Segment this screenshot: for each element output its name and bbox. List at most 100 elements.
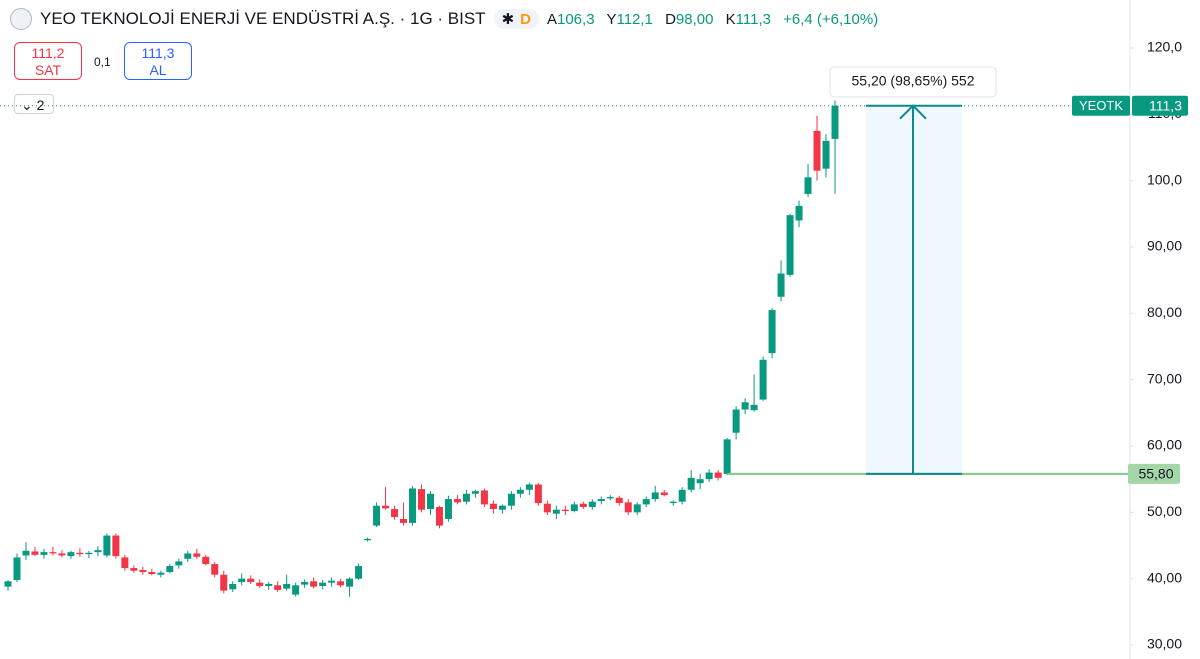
candle-body bbox=[355, 566, 363, 579]
candle-body bbox=[103, 535, 111, 556]
ohlc: A106,3 Y112,1 D98,00 K111,3 +6,4 (+6,10%… bbox=[547, 11, 886, 28]
candle-body bbox=[723, 439, 731, 474]
candle-body bbox=[669, 501, 677, 504]
candle-body bbox=[795, 205, 803, 221]
candle-body bbox=[516, 489, 524, 494]
candle-body bbox=[444, 499, 452, 519]
symbol-label: YEOTK bbox=[1079, 98, 1123, 113]
candle-body bbox=[238, 578, 246, 582]
level-tag bbox=[1128, 463, 1180, 484]
change: +6,4 (+6,10%) bbox=[783, 10, 879, 28]
candle-body bbox=[831, 105, 839, 139]
symbol-title[interactable]: YEO TEKNOLOJİ ENERJİ VE ENDÜSTRİ A.Ş. · … bbox=[40, 9, 486, 28]
measure-label: 55,20 (98,65%) 552 bbox=[852, 73, 975, 89]
value: 112,1 bbox=[616, 10, 653, 28]
header: YEO TEKNOLOJİ ENERJİ VE ENDÜSTRİ A.Ş. · … bbox=[10, 8, 886, 30]
candle-body bbox=[49, 552, 57, 554]
candle-body bbox=[202, 556, 210, 565]
candle-body bbox=[166, 566, 174, 573]
candle-body bbox=[265, 583, 273, 586]
candle-body bbox=[732, 409, 740, 433]
candle-body bbox=[85, 552, 93, 555]
candle-body bbox=[633, 504, 641, 513]
buy-button[interactable]: 111,3 AL bbox=[124, 42, 192, 80]
label: AL bbox=[149, 62, 167, 78]
price: 111,2 bbox=[31, 45, 65, 61]
candle-body bbox=[58, 553, 66, 556]
y-tick-label: 100,0 bbox=[1147, 171, 1182, 187]
candle-body bbox=[310, 581, 318, 587]
collapse-toggle[interactable]: ⌄ 2 bbox=[14, 94, 54, 114]
candle-body bbox=[489, 503, 497, 510]
candle-body bbox=[525, 484, 533, 490]
candle-body bbox=[256, 582, 264, 586]
candle-body bbox=[337, 581, 345, 586]
price-tag bbox=[1132, 95, 1188, 116]
candle-body bbox=[346, 578, 354, 587]
price-label: 111,3 bbox=[1149, 97, 1182, 113]
candle-body bbox=[651, 492, 659, 500]
candle-body bbox=[777, 273, 785, 297]
candle-body bbox=[642, 499, 650, 505]
candle-body bbox=[4, 581, 12, 587]
sell-button[interactable]: 111,2 SAT bbox=[14, 42, 82, 80]
count: 2 bbox=[36, 97, 45, 113]
candle-body bbox=[786, 215, 794, 275]
candle-body bbox=[121, 557, 129, 569]
y-tick-label: 80,00 bbox=[1147, 304, 1182, 320]
label: D bbox=[665, 10, 676, 28]
candle-body bbox=[31, 551, 39, 555]
candle-body bbox=[364, 538, 372, 541]
y-tick-label: 60,00 bbox=[1147, 437, 1182, 453]
value: 111,3 bbox=[735, 10, 771, 28]
candle-body bbox=[184, 553, 192, 559]
y-tick-label: 30,00 bbox=[1147, 636, 1182, 652]
candle-body bbox=[552, 509, 560, 514]
candle-body bbox=[462, 493, 470, 502]
candle-body bbox=[139, 570, 147, 573]
value: 98,00 bbox=[675, 10, 714, 28]
candle-body bbox=[570, 504, 578, 512]
candle-body bbox=[705, 472, 713, 480]
y-tick-label: 50,00 bbox=[1147, 503, 1182, 519]
label: A bbox=[546, 10, 557, 28]
y-tick-label: 120,0 bbox=[1147, 39, 1182, 55]
candle-body bbox=[157, 572, 165, 575]
candle-body bbox=[813, 130, 821, 171]
candle-body bbox=[283, 583, 291, 589]
value: 106,3 bbox=[557, 10, 595, 28]
candle-body bbox=[148, 572, 156, 575]
y-tick-label: 70,00 bbox=[1147, 370, 1182, 386]
candle-body bbox=[471, 491, 479, 494]
candle-body bbox=[301, 581, 309, 585]
label: K bbox=[725, 10, 736, 28]
candle-body bbox=[498, 505, 506, 510]
badge[interactable]: ✱ D bbox=[493, 9, 539, 29]
candle-body bbox=[741, 402, 749, 410]
candle-body bbox=[382, 505, 390, 509]
candle-body bbox=[292, 585, 300, 595]
candle-body bbox=[561, 509, 569, 512]
candle-body bbox=[418, 489, 425, 510]
candle-body bbox=[409, 488, 417, 523]
candle-body bbox=[22, 550, 30, 556]
candle-body bbox=[507, 493, 515, 506]
candle-body bbox=[678, 489, 686, 502]
candle-body bbox=[804, 177, 812, 194]
candle-body bbox=[687, 477, 695, 490]
candle-body bbox=[660, 492, 668, 496]
candle-body bbox=[247, 578, 255, 582]
candle-body bbox=[40, 552, 48, 555]
candle-body bbox=[112, 535, 120, 557]
candle-body bbox=[373, 505, 381, 526]
y-tick-label: 40,00 bbox=[1147, 569, 1182, 585]
candle-body bbox=[759, 359, 767, 400]
candle-body bbox=[211, 564, 219, 575]
candle-body bbox=[624, 502, 632, 513]
logo bbox=[10, 8, 32, 30]
level-label: 55,80 bbox=[1138, 466, 1173, 482]
measure-box bbox=[829, 66, 997, 98]
candle-body bbox=[588, 501, 596, 508]
candle-body bbox=[13, 557, 21, 580]
